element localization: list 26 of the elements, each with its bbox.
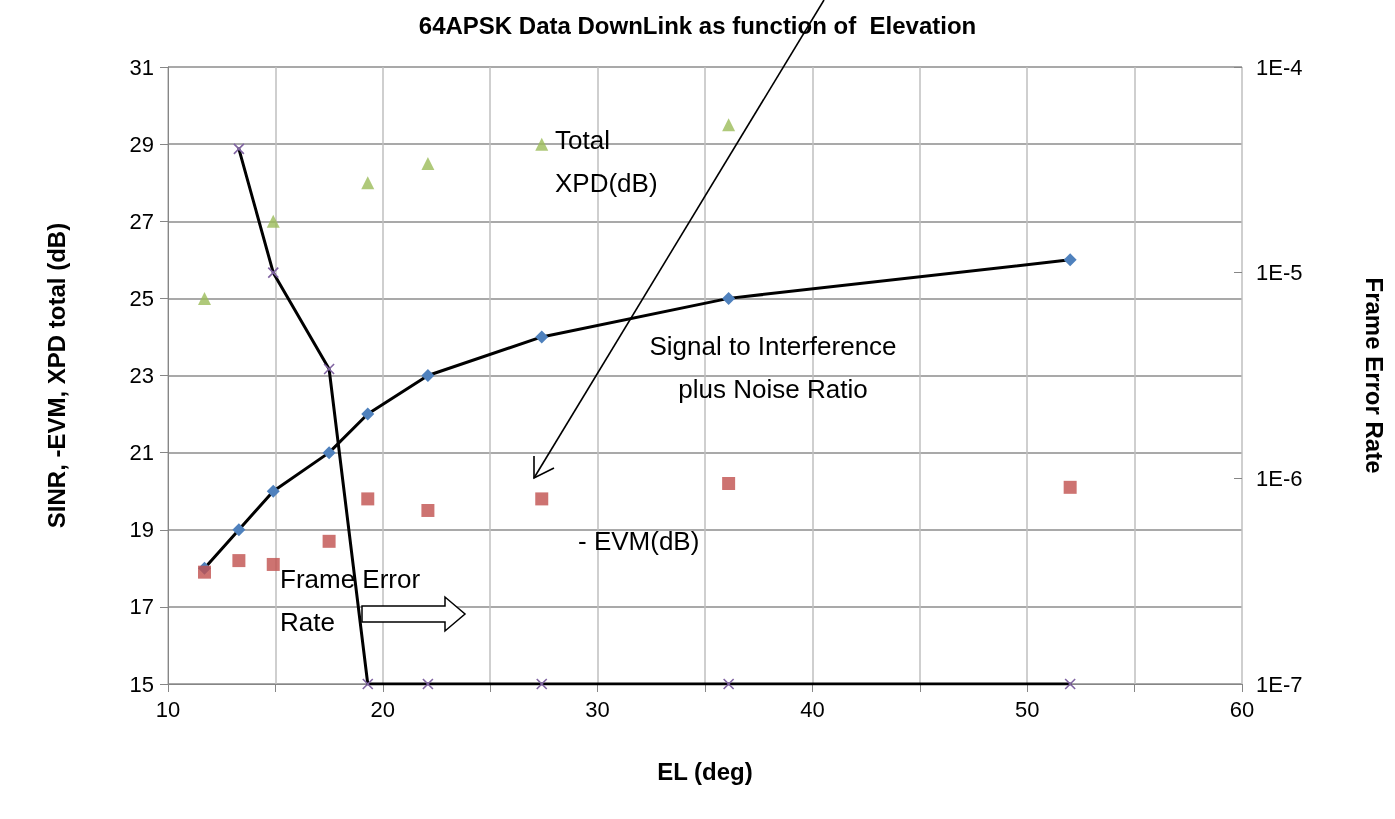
y2-tick-label: 1E-6 xyxy=(1256,465,1303,491)
y2-tick-label: 1E-4 xyxy=(1256,54,1303,80)
annotation: Frame Error Rate xyxy=(280,563,421,637)
y-tick-label: 15 xyxy=(129,671,154,697)
x-tick-label: 50 xyxy=(1014,696,1040,722)
annotation: Total XPD(dB) xyxy=(555,124,658,198)
x-tick-label: 10 xyxy=(155,696,181,722)
annotation: - EVM(dB) xyxy=(578,525,700,556)
x-axis-title: EL (deg) xyxy=(657,757,753,785)
x-tick-label: 60 xyxy=(1229,696,1255,722)
y-tick-label: 23 xyxy=(129,363,154,388)
y-tick-label: 31 xyxy=(129,54,154,80)
y2-tick-label: 1E-5 xyxy=(1256,260,1303,286)
y-tick-label: 21 xyxy=(129,440,154,466)
y-tick-label: 19 xyxy=(129,517,154,543)
y2-tick-label: 1E-7 xyxy=(1256,671,1303,697)
y-tick-label: 29 xyxy=(129,131,154,157)
x-tick-label: 40 xyxy=(800,696,825,722)
y-tick-label: 27 xyxy=(129,208,154,234)
y2-axis-title: Frame Error Rate xyxy=(1360,277,1388,474)
x-tick-label: 20 xyxy=(370,696,396,722)
y-axis-title: SINR, -EVM, XPD total (dB) xyxy=(42,222,70,529)
x-tick-label: 30 xyxy=(585,696,610,722)
y-tick-label: 17 xyxy=(129,594,154,620)
y-tick-label: 25 xyxy=(129,285,154,311)
annotation: Signal to Interference plus Noise Ratio xyxy=(649,330,897,404)
